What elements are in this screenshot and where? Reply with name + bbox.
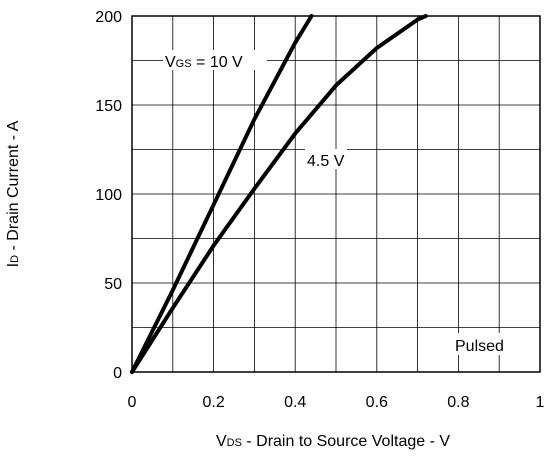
y-tick-label: 150 — [95, 98, 122, 115]
y-tick-label: 200 — [95, 9, 122, 26]
y-tick-label: 50 — [104, 276, 122, 293]
pulsed-annotation: Pulsed — [455, 338, 504, 355]
x-tick-label: 0.6 — [366, 394, 388, 411]
plot-frame — [131, 15, 541, 373]
x-tick-labels: 0 0.2 0.4 0.6 0.8 1 — [128, 394, 544, 411]
vgs-annotation: VGS = 10 V — [165, 54, 243, 71]
y-axis-title: ID - Drain Current - A — [5, 120, 22, 267]
grid-lines — [132, 16, 540, 372]
series-lines — [130, 14, 428, 374]
x-tick-label: 0.4 — [284, 394, 306, 411]
y-tick-labels: 0 50 100 150 200 — [95, 9, 122, 382]
pulsed-label-background — [452, 333, 516, 355]
v45-annotation: 4.5 V — [307, 153, 345, 170]
x-axis-title: VDS - Drain to Source Voltage - V — [216, 433, 450, 450]
x-tick-label: 0.2 — [202, 394, 224, 411]
x-tick-label: 0 — [128, 394, 137, 411]
y-tick-label: 0 — [113, 365, 122, 382]
v45-label-background — [305, 149, 347, 169]
series-line-vgs-4-5v — [130, 14, 428, 374]
vgs-label-background — [163, 50, 267, 70]
series-line-vgs-10v — [130, 14, 314, 374]
x-tick-label: 1 — [536, 394, 544, 411]
x-tick-label: 0.8 — [447, 394, 469, 411]
y-tick-label: 100 — [95, 187, 122, 204]
